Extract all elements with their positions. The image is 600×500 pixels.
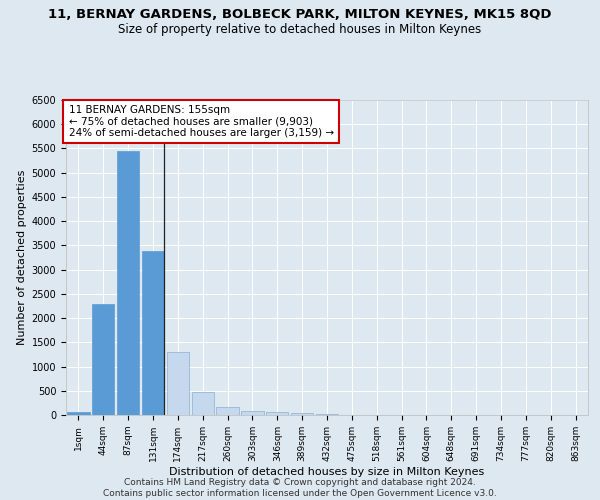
Bar [266,412,289,415]
Text: Size of property relative to detached houses in Milton Keynes: Size of property relative to detached ho… [118,22,482,36]
Bar [117,152,139,415]
Bar [241,410,263,415]
Bar [92,304,115,415]
Bar [142,251,164,415]
Text: 11 BERNAY GARDENS: 155sqm
← 75% of detached houses are smaller (9,903)
24% of se: 11 BERNAY GARDENS: 155sqm ← 75% of detac… [68,104,334,138]
Bar [67,412,89,415]
Text: 11, BERNAY GARDENS, BOLBECK PARK, MILTON KEYNES, MK15 8QD: 11, BERNAY GARDENS, BOLBECK PARK, MILTON… [48,8,552,20]
Bar [316,414,338,415]
Y-axis label: Number of detached properties: Number of detached properties [17,170,28,345]
Bar [167,352,189,415]
Bar [291,414,313,415]
Bar [191,392,214,415]
X-axis label: Distribution of detached houses by size in Milton Keynes: Distribution of detached houses by size … [169,466,485,476]
Bar [217,407,239,415]
Text: Contains HM Land Registry data © Crown copyright and database right 2024.
Contai: Contains HM Land Registry data © Crown c… [103,478,497,498]
